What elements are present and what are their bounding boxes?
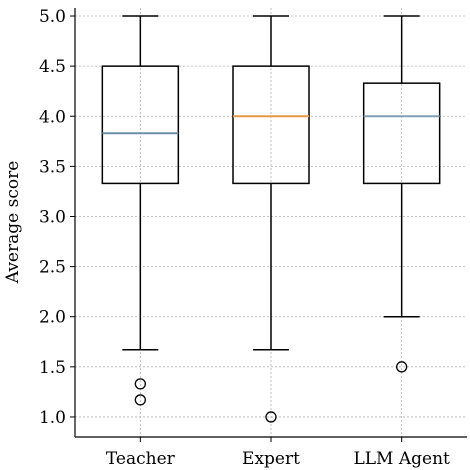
boxes (101, 15, 441, 423)
y-tick-label: 5.0 (39, 7, 66, 27)
y-tick-label: 2.0 (39, 308, 66, 328)
y-axis-label: Average score (3, 161, 23, 285)
x-tick-label: Expert (242, 449, 300, 469)
outlier-point (265, 411, 277, 423)
y-tick-label: 3.0 (39, 207, 66, 227)
x-tick-label: Teacher (106, 449, 176, 469)
tick-labels: 1.0 1.5 2.0 2.5 3.0 3.5 4.0 4.5 5.0 Teacher Expert… (39, 7, 450, 469)
y-tick-label: 1.5 (39, 358, 66, 378)
outlier-point (134, 394, 146, 406)
y-tick-label: 4.5 (39, 57, 66, 77)
box-teacher (101, 15, 180, 406)
y-tick-label: 1.0 (39, 408, 66, 428)
iqr-box (362, 82, 441, 185)
box-expert (232, 15, 310, 423)
iqr-box (101, 65, 180, 185)
box-llm-agent (362, 15, 441, 373)
y-tick-label: 4.0 (39, 107, 66, 127)
x-tick-label: LLM Agent (353, 449, 450, 469)
outlier-point (134, 378, 146, 390)
y-tick-label: 3.5 (39, 157, 66, 177)
outlier-point (396, 361, 408, 373)
iqr-box (232, 65, 310, 185)
y-tick-label: 2.5 (39, 258, 66, 278)
